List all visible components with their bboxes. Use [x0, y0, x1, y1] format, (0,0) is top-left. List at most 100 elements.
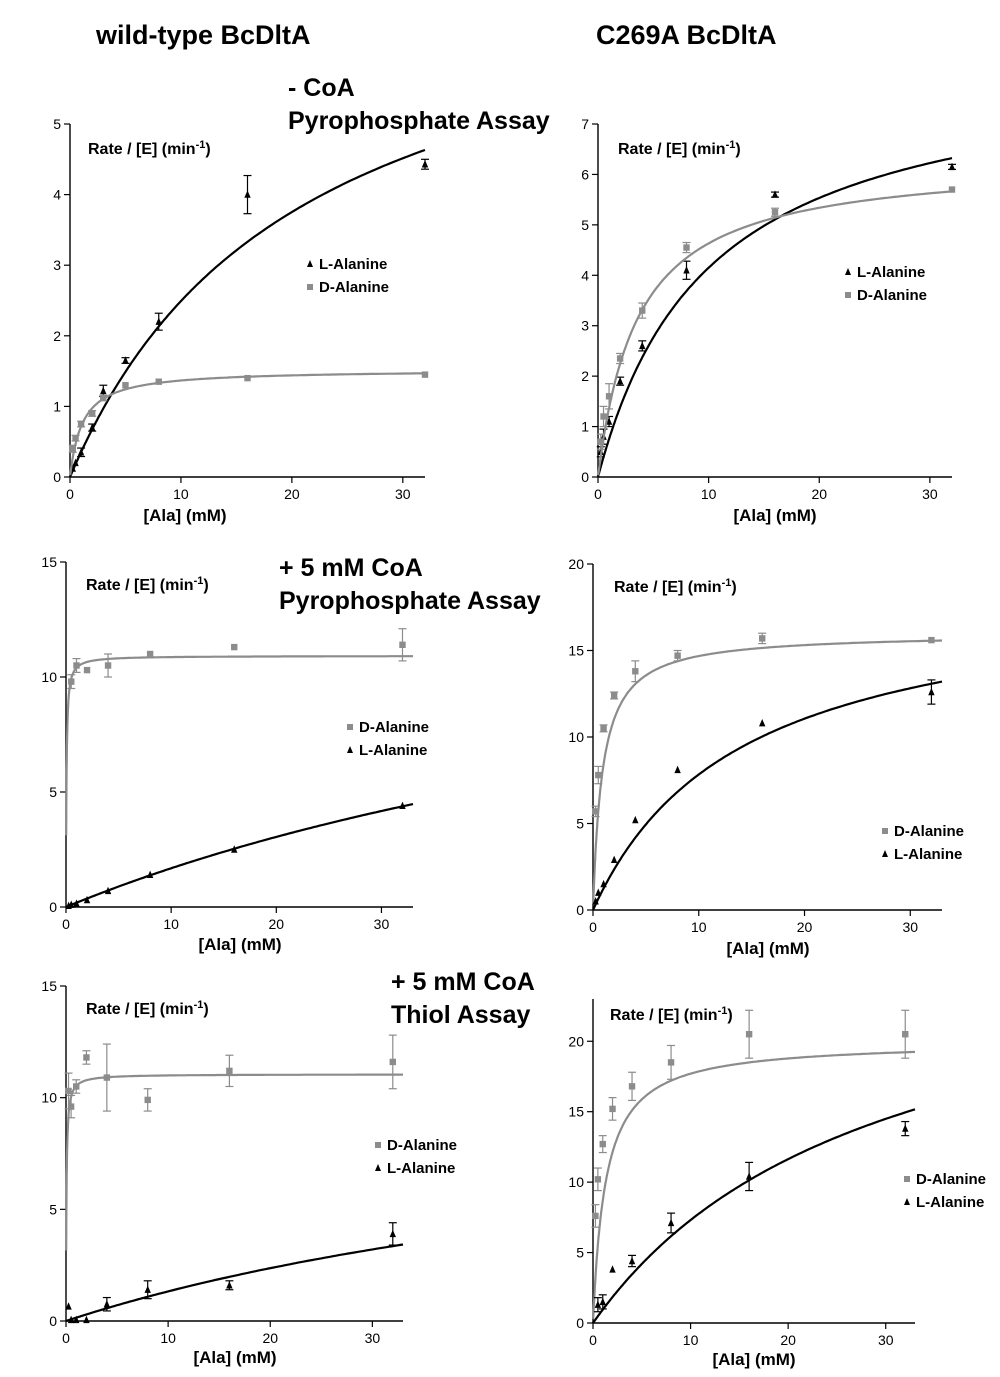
y-tick-label: 0 — [53, 469, 61, 485]
l-alanine-data-point — [759, 718, 766, 727]
l-alanine-data-point — [599, 1297, 606, 1306]
l-alanine-data-point — [146, 870, 154, 878]
x-tick-label: 30 — [374, 916, 390, 932]
y-tick-label: 0 — [49, 1313, 57, 1329]
l-alanine-data-point — [77, 448, 85, 456]
d-alanine-legend-marker — [375, 1142, 381, 1148]
x-axis-label: [Ala] (mM) — [143, 506, 226, 525]
y-tick-label: 0 — [576, 902, 584, 918]
condition-label-row1-line1: - CoA — [288, 74, 355, 102]
d-alanine-data-point — [948, 186, 956, 193]
y-tick-label: 3 — [581, 318, 589, 334]
d-alanine-data-point — [103, 1074, 111, 1081]
y-tick-label: 1 — [581, 419, 589, 435]
d-alanine-data-point — [610, 692, 618, 699]
l-alanine-fit-curve — [65, 1243, 404, 1322]
l-alanine-fit-curve — [592, 680, 943, 911]
l-alanine-data-point — [399, 801, 406, 809]
d-alanine-data-point — [122, 382, 129, 389]
l-alanine-legend-label: L-Alanine — [916, 1194, 984, 1211]
d-alanine-data-point — [67, 1103, 75, 1110]
l-alanine-fit-curve — [592, 1108, 916, 1324]
l-alanine-data-point — [104, 886, 112, 895]
d-alanine-data-point — [88, 410, 96, 417]
l-alanine-data-point — [231, 845, 238, 853]
d-alanine-data-point — [72, 434, 79, 442]
y-tick-label: 10 — [568, 729, 584, 745]
l-alanine-data-point — [67, 1315, 75, 1324]
x-tick-label: 30 — [365, 1330, 381, 1346]
l-alanine-legend-marker — [845, 268, 851, 275]
l-alanine-data-point — [73, 899, 80, 907]
d-alanine-data-point — [244, 374, 251, 382]
x-tick-label: 10 — [691, 919, 707, 935]
d-alanine-data-point — [421, 371, 429, 378]
condition-label-row3-line1: + 5 mM CoA — [391, 968, 535, 996]
d-alanine-data-point — [592, 808, 599, 815]
condition-label-row1: - CoA Pyrophosphate Assay — [288, 72, 550, 138]
d-alanine-data-point — [759, 635, 766, 642]
x-tick-label: 10 — [683, 1332, 699, 1348]
y-tick-label: 5 — [576, 816, 584, 832]
l-alanine-data-point — [244, 190, 251, 198]
y-tick-label: 20 — [568, 1033, 584, 1049]
y-axis-label: Rate / [E] (min-1) — [88, 139, 211, 158]
y-tick-label: 10 — [568, 1174, 584, 1190]
x-tick-label: 20 — [262, 1330, 278, 1346]
d-alanine-data-point — [144, 1096, 151, 1104]
d-alanine-data-point — [155, 378, 162, 385]
d-alanine-data-point — [68, 678, 75, 685]
l-alanine-data-point — [421, 160, 429, 168]
left-column-title: wild-type BcDltA — [96, 20, 311, 50]
d-alanine-data-point — [599, 1140, 606, 1148]
l-alanine-data-point — [72, 458, 79, 467]
y-tick-label: 2 — [53, 328, 61, 344]
y-axis-label: Rate / [E] (min-1) — [618, 139, 741, 158]
l-alanine-data-point — [83, 1315, 90, 1324]
d-alanine-data-point — [683, 244, 690, 251]
x-axis-label: [Ala] (mM) — [198, 935, 281, 954]
l-alanine-data-point — [100, 386, 107, 395]
l-alanine-data-point — [948, 162, 956, 171]
d-alanine-data-point — [77, 420, 85, 428]
l-alanine-fit-curve — [597, 157, 953, 477]
x-tick-label: 0 — [589, 919, 597, 935]
d-alanine-data-point — [616, 355, 624, 362]
l-alanine-data-point — [745, 1172, 753, 1180]
l-alanine-data-point — [605, 417, 613, 425]
l-alanine-data-point — [667, 1218, 675, 1227]
x-axis-label: [Ala] (mM) — [726, 939, 809, 958]
d-alanine-fit-curve — [592, 1050, 916, 1319]
d-alanine-data-point — [104, 662, 112, 669]
l-alanine-legend-label: L-Alanine — [319, 256, 387, 273]
d-alanine-legend-marker — [347, 724, 353, 730]
l-alanine-data-point — [674, 765, 681, 774]
d-alanine-data-point — [745, 1031, 753, 1038]
l-alanine-data-point — [103, 1300, 111, 1308]
d-alanine-legend-label: D-Alanine — [319, 279, 389, 296]
right-column-title: C269A BcDltA — [596, 20, 777, 50]
d-alanine-legend-marker — [882, 828, 888, 834]
l-alanine-data-point — [902, 1124, 909, 1132]
x-tick-label: 20 — [269, 916, 285, 932]
l-alanine-legend-marker — [347, 746, 353, 753]
d-alanine-data-point — [600, 413, 607, 420]
d-alanine-data-point — [146, 650, 154, 658]
x-tick-label: 20 — [780, 1332, 796, 1348]
l-alanine-legend-marker — [882, 850, 888, 857]
l-alanine-data-point — [609, 1265, 616, 1273]
x-tick-label: 30 — [922, 486, 938, 502]
d-alanine-data-point — [609, 1105, 616, 1113]
d-alanine-data-point — [399, 641, 406, 648]
l-alanine-legend-label: L-Alanine — [857, 264, 925, 281]
d-alanine-data-point — [628, 1083, 636, 1090]
condition-label-row1-line2: Pyrophosphate Assay — [288, 107, 550, 135]
l-alanine-data-point — [771, 190, 779, 198]
l-alanine-legend-marker — [307, 260, 313, 267]
l-alanine-legend-marker — [375, 1164, 381, 1171]
l-alanine-data-point — [594, 1300, 602, 1308]
